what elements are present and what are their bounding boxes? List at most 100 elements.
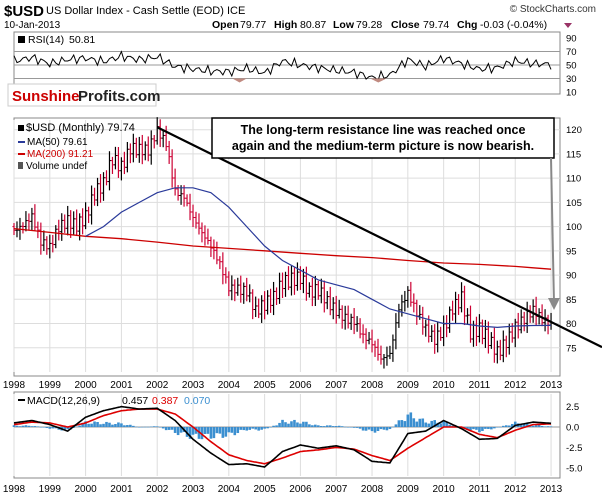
macd-hist-bar	[167, 427, 171, 430]
macd-hist-bar	[540, 425, 544, 428]
macd-hist-bar	[370, 427, 374, 432]
macd-hist-bar	[534, 425, 538, 428]
low-value: 79.28	[356, 19, 382, 31]
macd-hist-bar	[206, 427, 210, 434]
macd-hist-bar	[546, 426, 550, 428]
price-tick-label: 115	[566, 149, 581, 160]
macd-hist-bar	[164, 427, 168, 431]
macd-tick-label: -5.0	[566, 463, 582, 474]
macd-hist-bar	[102, 423, 105, 428]
macd-hist-bar	[96, 422, 99, 428]
macd-hist-bar	[176, 427, 180, 436]
macd-hist-bar	[272, 425, 275, 428]
macd-hist-bar	[442, 420, 445, 428]
macd-hist-bar	[513, 421, 517, 428]
macd-hist-bar	[507, 425, 511, 428]
macd-hist-bar	[322, 426, 326, 428]
macd-hist-bar	[21, 425, 25, 428]
macd-hist-bar	[111, 424, 114, 428]
macd-hist-bar	[349, 427, 353, 428]
volume-legend-label: Volume undef	[26, 161, 87, 172]
macd-hist-bar	[415, 421, 419, 428]
macd-x-tick-label: 2011	[469, 484, 491, 495]
macd-hist-bar	[275, 425, 278, 428]
macd-hist-bar	[269, 427, 272, 428]
rsi-tick-label: 50	[566, 61, 577, 72]
rsi-legend-label: RSI(14)	[28, 34, 64, 46]
macd-hist-bar	[385, 427, 389, 431]
macd-hist-bar	[161, 427, 165, 429]
macd-hist-bar	[188, 427, 192, 439]
macd-hist-bar	[406, 414, 410, 428]
macd-hist-bar	[123, 425, 126, 428]
price-panel	[13, 117, 561, 377]
macd-hist-bar	[45, 427, 49, 428]
macd-hist-bar	[15, 425, 19, 428]
macd-hist-bar	[382, 427, 386, 430]
macd-hist-bar	[427, 423, 431, 428]
macd-hist-bar	[248, 427, 252, 430]
rsi-tick-label: 90	[566, 34, 577, 45]
rsi-legend-swatch	[18, 36, 25, 43]
macd-hist-bar	[218, 427, 222, 434]
macd-hist-bar	[504, 425, 508, 428]
macd-hist-bar	[215, 427, 219, 434]
macd-hist-bar	[394, 424, 398, 428]
close-label: Close	[391, 19, 420, 31]
macd-hist-bar	[236, 427, 240, 434]
macd-hist-bar	[197, 427, 201, 439]
macd-hist-bar	[81, 422, 84, 428]
macd-hist-bar	[522, 424, 526, 428]
macd-legend-value: 0.457	[122, 395, 148, 407]
macd-hist-bar	[466, 427, 469, 430]
rsi-oversold-fill	[232, 78, 247, 83]
close-value: 79.74	[423, 19, 449, 31]
x-tick-label: 1999	[39, 380, 62, 391]
macd-hist-bar	[78, 425, 81, 428]
macd-hist-bar	[39, 427, 43, 428]
macd-hist-bar	[170, 427, 174, 430]
annotation-line2: again and the medium-term picture is now…	[232, 139, 534, 153]
macd-hist-bar	[499, 426, 502, 428]
macd-x-tick-label: 2001	[110, 484, 133, 495]
open-label: Open	[212, 19, 239, 31]
macd-tick-label: -2.5	[566, 443, 582, 454]
macd-hist-bar	[239, 427, 243, 430]
macd-hist-bar	[158, 427, 162, 428]
macd-tick-label: 2.5	[566, 402, 579, 413]
macd-hist-bar	[114, 424, 117, 428]
macd-hist-bar	[135, 426, 138, 428]
macd-hist-bar	[320, 426, 323, 428]
macd-line	[13, 405, 552, 468]
macd-hist-bar	[254, 427, 257, 430]
macd-hist-bar	[328, 425, 332, 428]
macd-hist-bar	[346, 427, 350, 428]
chg-value: -0.03 (-0.04%)	[480, 19, 547, 31]
macd-hist-bar	[230, 427, 234, 433]
macd-hist-bar	[355, 427, 359, 428]
macd-hist-bar	[278, 422, 281, 428]
macd-hist-bar	[433, 420, 436, 428]
ma50-legend-label: MA(50) 79.61	[27, 137, 88, 148]
low-label: Low	[333, 19, 355, 31]
watermark: © StockCharts.com	[510, 4, 596, 15]
macd-hist-bar	[293, 419, 296, 428]
macd-hist-bar	[290, 421, 293, 428]
macd-x-tick-label: 2007	[325, 484, 348, 495]
macd-hist-bar	[469, 427, 472, 431]
price-tick-label: 75	[566, 343, 577, 354]
brand-part1: Sunshine	[12, 88, 80, 105]
brand-logo: Sunshine Profits.com	[7, 83, 161, 107]
rsi-oversold-fill	[370, 78, 387, 83]
macd-hist-bar	[138, 427, 141, 428]
macd-hist-bar	[418, 418, 422, 428]
macd-hist-bar	[409, 412, 413, 428]
chart-name: US Dollar Index - Cash Settle (EOD) ICE	[46, 5, 245, 17]
macd-hist-bar	[367, 427, 371, 430]
macd-hist-bar	[373, 427, 377, 433]
macd-hist-bar	[173, 427, 177, 433]
macd-hist-bar	[24, 425, 28, 428]
macd-hist-bar	[484, 427, 487, 429]
macd-x-tick-label: 2002	[146, 484, 169, 495]
open-value: 79.77	[240, 19, 266, 31]
